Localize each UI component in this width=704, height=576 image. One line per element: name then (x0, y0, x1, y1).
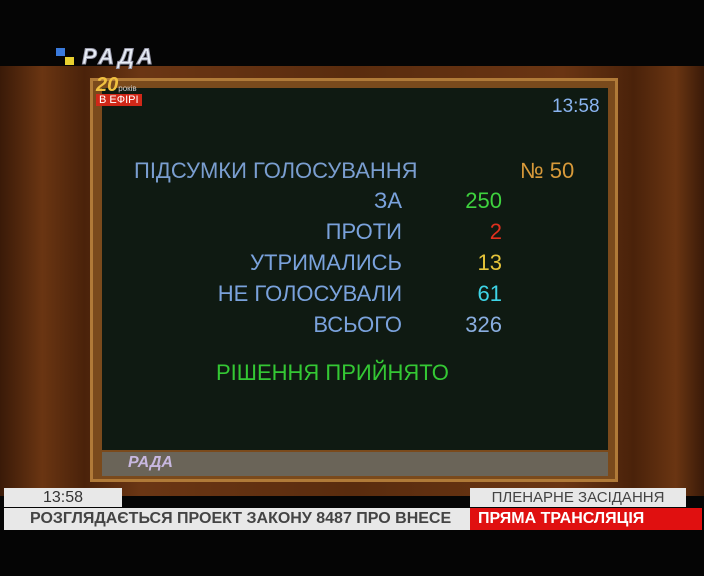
label-total: ВСЬОГО (313, 312, 402, 337)
value-for: 250 (465, 188, 502, 213)
board-time: 13:58 (552, 96, 600, 117)
label-against: ПРОТИ (325, 219, 402, 244)
logo-squares-icon (56, 48, 76, 66)
label-not-voted: НЕ ГОЛОСУВАЛИ (217, 281, 402, 306)
anniversary-badge: 20років В ЕФІРІ (96, 74, 142, 106)
board-footer: РАДА (102, 452, 608, 476)
decision: РІШЕННЯ ПРИЙНЯТО (216, 360, 449, 385)
value-total: 326 (465, 312, 502, 337)
live-badge: ПРЯМА ТРАНСЛЯЦІЯ (470, 508, 702, 530)
label-abstained: УТРИМАЛИСЬ (250, 250, 402, 275)
session-label: ПЛЕНАРНЕ ЗАСІДАННЯ (470, 488, 686, 507)
voting-board-screen (102, 88, 608, 450)
label-for: ЗА (374, 188, 402, 213)
vote-number: № 50 (520, 158, 575, 183)
board-footer-logo: РАДА (128, 454, 173, 471)
value-abstained: 13 (477, 250, 502, 275)
value-not-voted: 61 (477, 281, 502, 306)
board-title: ПІДСУМКИ ГОЛОСУВАННЯ (134, 158, 418, 183)
channel-logo: РАДА (56, 44, 156, 70)
news-ticker: РОЗГЛЯДАЄТЬСЯ ПРОЕКТ ЗАКОНУ 8487 ПРО ВНЕ… (4, 508, 470, 530)
broadcast-time: 13:58 (4, 488, 122, 507)
value-against: 2 (489, 219, 502, 244)
